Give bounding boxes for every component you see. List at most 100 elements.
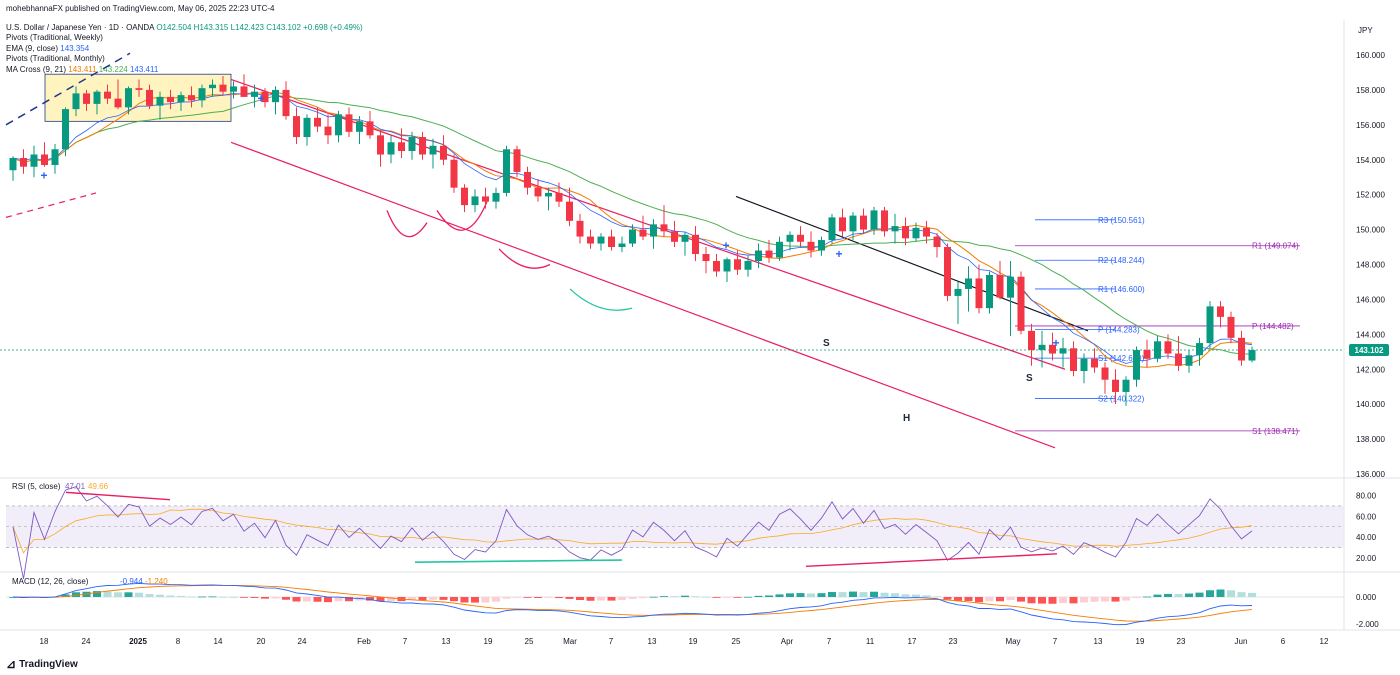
macd-histogram-bar (366, 597, 374, 601)
macd-histogram-bar (838, 592, 847, 597)
candle-body (1133, 350, 1140, 380)
ohlc-item: C143.102 (263, 23, 301, 32)
candle-body (1122, 379, 1130, 392)
candle-body (671, 231, 678, 242)
price-tick-label: 154.000 (1356, 156, 1385, 165)
candle-body (146, 89, 153, 106)
macd-histogram-bar (292, 597, 301, 602)
price-axis: 136.000 138.000 140.000 142.000 144.000 146.0… (1356, 26, 1385, 479)
candle-body (345, 114, 353, 132)
candle-body (839, 217, 846, 232)
rsi-line (12, 486, 1253, 579)
weekly-pivot-label: S1 (142.639) (1098, 354, 1145, 363)
monthly-pivot-label: S1 (138.471) (1252, 427, 1299, 436)
cross-marker: + (722, 238, 729, 252)
candle-body (377, 135, 384, 155)
macd-histogram-bar (544, 597, 553, 598)
macd-histogram-bar (282, 597, 290, 600)
macd-histogram-bar (859, 592, 868, 597)
time-tick-label: 7 (1053, 637, 1058, 646)
candle-body (1101, 367, 1109, 380)
candle-body (1217, 306, 1224, 317)
candle-body (156, 96, 164, 106)
candle-body (902, 226, 909, 239)
macd-histogram-bar (513, 597, 521, 598)
time-tick-label: Feb (357, 637, 371, 646)
candle-body (545, 192, 552, 197)
candle-body (986, 274, 993, 309)
candle-body (503, 149, 510, 193)
candle-body (261, 91, 269, 103)
ma21-line (12, 95, 1252, 355)
dashed-trendline (5, 192, 97, 218)
candle-body (356, 121, 363, 132)
candle-body (618, 243, 626, 248)
candle-body (114, 98, 122, 108)
candle-body (482, 196, 489, 202)
ohlc-item: +0.698 (+0.49%) (300, 23, 363, 32)
candle-body (587, 236, 594, 244)
macd-histogram-bar (555, 597, 563, 599)
candle-body (797, 234, 804, 242)
rsi-tick-label: 80.00 (1356, 492, 1377, 501)
candle-body (1164, 341, 1172, 354)
candle-body (1017, 276, 1025, 331)
time-tick-label: Mar (563, 637, 577, 646)
time-tick-label: 23 (949, 637, 958, 646)
dashed-trendline (5, 52, 131, 126)
candle-body (849, 215, 857, 232)
candle-body (639, 229, 647, 237)
macd-histogram-bar (271, 597, 280, 599)
macd-histogram-bar (796, 593, 805, 597)
indicator-legend-item[interactable]: Pivots (Traditional, Weekly) (6, 33, 103, 43)
candle-body (1143, 350, 1151, 359)
candle-body (744, 261, 752, 270)
macd-histogram-bar (1227, 590, 1235, 597)
indicator-legend-item[interactable]: MA Cross (9, 21) 143.411 143.224 143.411 (6, 65, 158, 75)
macd-histogram-bar (1164, 593, 1172, 597)
indicator-legend-item[interactable]: EMA (9, close) 143.354 (6, 44, 89, 54)
indicator-value: 143.224 (98, 64, 130, 74)
candle-body (755, 250, 762, 262)
macd-histogram-bar (1048, 597, 1057, 604)
time-tick-label: 14 (214, 637, 223, 646)
macd-histogram-bar (1248, 592, 1256, 597)
candle-body (692, 234, 699, 255)
pivot-levels: R3 (150.561) R2 (148.244) R1 (146.600) P (1… (1015, 216, 1300, 436)
indicator-name: Pivots (Traditional, Weekly) (6, 33, 103, 42)
macd-histogram-bar (691, 596, 700, 598)
candle-body (1185, 355, 1193, 366)
macd-histogram-bar (607, 597, 616, 601)
candle-body (461, 187, 468, 206)
candle-body (198, 88, 206, 101)
monthly-pivot-label: P (144.482) (1252, 322, 1294, 331)
arc-annotation (569, 288, 633, 311)
macd-histogram-bar (334, 597, 343, 602)
candle-body (303, 117, 311, 138)
price-tick-label: 142.000 (1356, 365, 1385, 374)
macd-histogram-bar (618, 597, 626, 601)
macd-histogram-bar (754, 595, 763, 597)
candle-body (566, 201, 573, 221)
macd-histogram-bar (492, 597, 500, 602)
rsi-ma-value: 49.66 (88, 482, 109, 491)
time-tick-label: 19 (689, 637, 698, 646)
candle-body (282, 89, 290, 117)
candle-body (398, 142, 405, 152)
time-tick-label: 13 (648, 637, 657, 646)
macd-histogram-bar (775, 594, 784, 597)
candle-body (1028, 330, 1035, 351)
monthly-pivot-label: R1 (149.074) (1252, 242, 1299, 251)
price-tick-label: 160.000 (1356, 51, 1385, 60)
macd-histogram-bar (114, 592, 122, 597)
weekly-pivot-label: R2 (148.244) (1098, 256, 1145, 265)
macd-histogram-bar (324, 597, 332, 603)
tradingview-logo-icon: ⊿ (6, 657, 17, 671)
candle-body (828, 217, 836, 241)
rsi-trendline (65, 491, 171, 501)
macd-histogram-bar (1195, 592, 1204, 597)
macd-histogram-bar (733, 597, 742, 598)
indicator-legend-item[interactable]: Pivots (Traditional, Monthly) (6, 54, 105, 64)
last-price-label: 143.102 (1355, 346, 1384, 355)
